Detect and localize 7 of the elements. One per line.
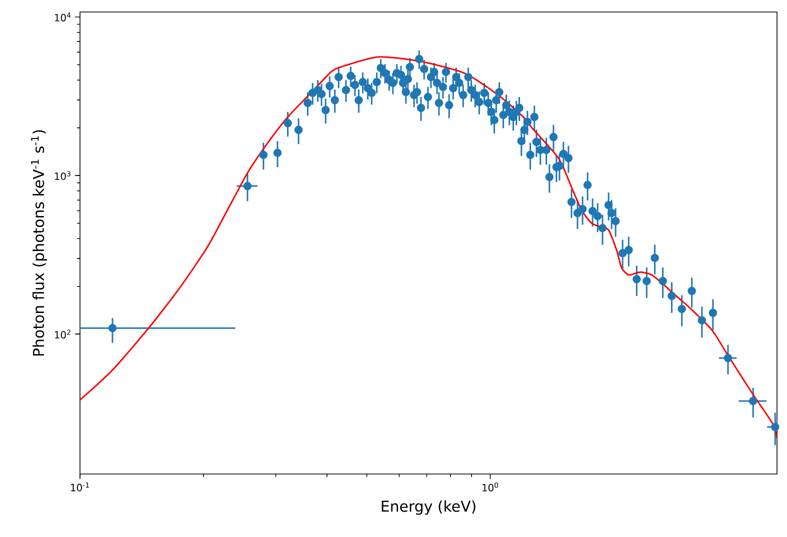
y-tick-label: 10$^{3}$ xyxy=(54,171,70,180)
y-tick-label: 10$^{2}$ xyxy=(54,330,70,339)
x-tick-label: 10$^{-1}$ xyxy=(71,482,89,492)
y-axis-title: Photon flux (photons keV$^{-1}$ s$^{-1}$) xyxy=(31,130,48,356)
x-tick-label: 10$^{0}$ xyxy=(482,482,498,492)
x-axis-title: Energy (keV) xyxy=(382,500,476,515)
y-tick-label: 10$^{4}$ xyxy=(54,12,71,22)
